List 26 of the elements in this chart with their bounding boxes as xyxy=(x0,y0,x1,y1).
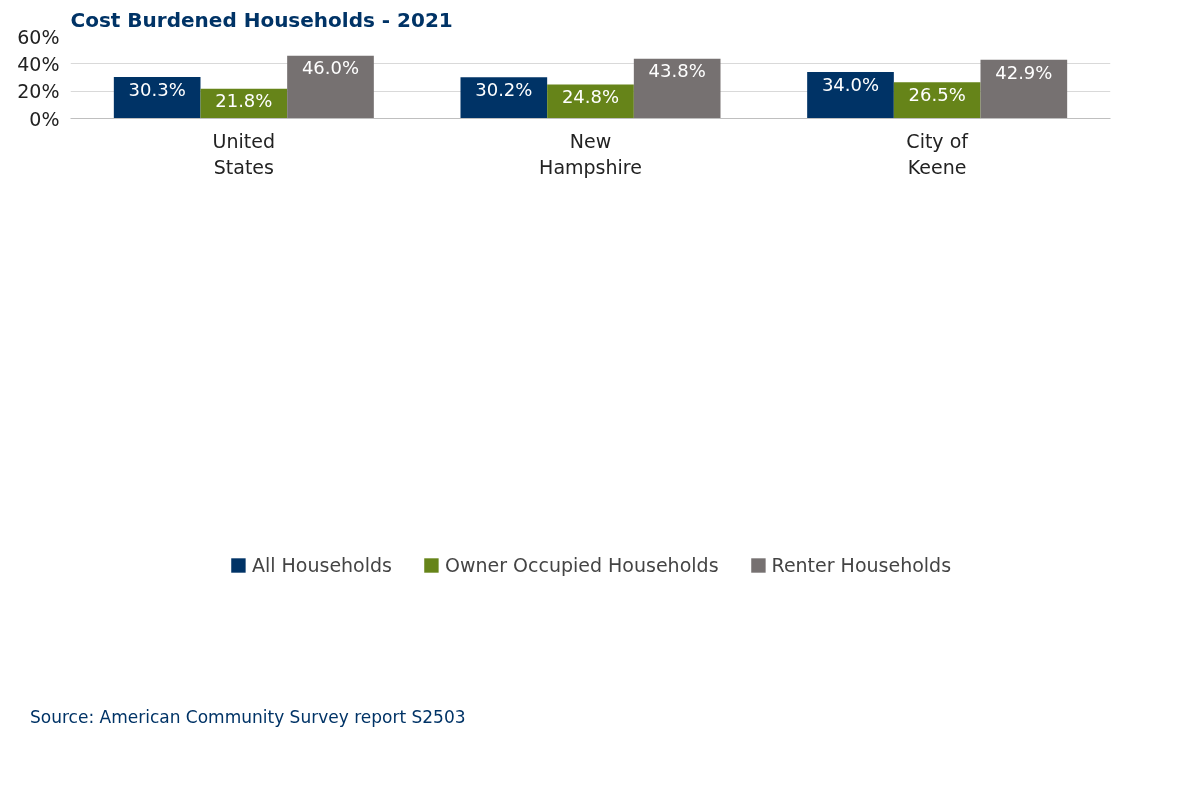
y-tick-label: 0% xyxy=(29,107,60,130)
x-tick-label: United States xyxy=(212,129,276,178)
data-label: 34.0% xyxy=(821,73,880,95)
bar xyxy=(113,77,201,119)
data-label: 43.8% xyxy=(648,60,706,82)
data-label: 24.8% xyxy=(561,86,620,108)
data-label: 21.8% xyxy=(215,90,273,112)
bar xyxy=(980,59,1068,119)
legend-label: Renter Households xyxy=(771,553,952,576)
data-label: 26.5% xyxy=(908,83,966,105)
data-label: 30.3% xyxy=(128,78,186,100)
y-tick-label: 20% xyxy=(17,80,60,103)
legend-label: All Households xyxy=(251,553,392,576)
bar xyxy=(807,72,894,119)
legend-label: Owner Occupied Households xyxy=(444,553,719,576)
source-note: Source: American Community Survey report S2503 xyxy=(30,706,466,729)
data-label: 30.2% xyxy=(475,78,533,100)
chart-title: Cost Burdened Households - 2021 xyxy=(70,7,453,32)
data-label: 46.0% xyxy=(301,57,360,79)
y-tick-label: 40% xyxy=(17,52,60,75)
y-tick-label: 60% xyxy=(17,25,60,48)
x-tick-label: New Hampshire xyxy=(539,129,642,178)
x-tick-label: City of Keene xyxy=(906,129,970,178)
data-label: 42.9% xyxy=(995,61,1053,83)
bar xyxy=(287,55,374,119)
bar xyxy=(633,58,721,119)
